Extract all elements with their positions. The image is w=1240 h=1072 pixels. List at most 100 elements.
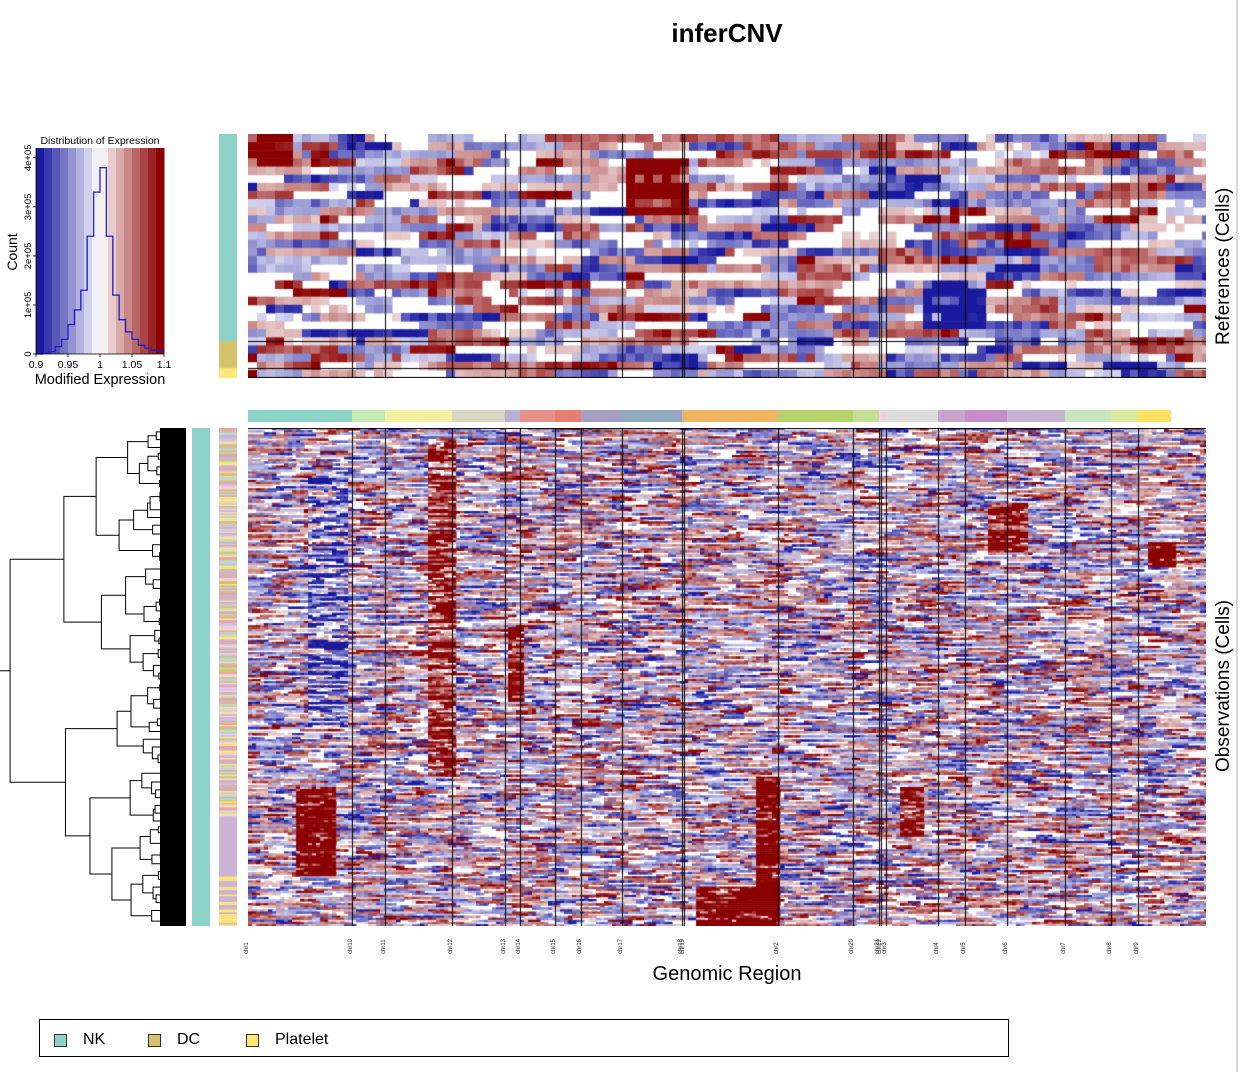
color-key-stripe bbox=[124, 148, 133, 354]
legend: NK DC Platelet bbox=[39, 1019, 1009, 1057]
y-tick-label: 4e+05 bbox=[23, 144, 34, 171]
legend-label-dc: DC bbox=[177, 1031, 201, 1048]
chromosome-color-chr17 bbox=[622, 410, 682, 422]
color-key-stripe bbox=[52, 148, 61, 354]
x-tick-label: 1.1 bbox=[157, 359, 172, 371]
color-key-ylabel: Count bbox=[4, 233, 20, 270]
chromosome-color-chr11 bbox=[385, 410, 452, 422]
chromosome-label-chr16: chr16 bbox=[577, 938, 583, 954]
legend-item-nk: NK bbox=[54, 1031, 105, 1049]
x-tick-label: 1 bbox=[97, 359, 103, 371]
x-axis-label: Genomic Region bbox=[652, 963, 802, 985]
x-tick-label: 0.95 bbox=[58, 359, 79, 371]
y-tick-label: 0 bbox=[23, 351, 34, 356]
chromosome-color-chr22 bbox=[881, 410, 886, 422]
dendrogram-leaves bbox=[160, 428, 186, 926]
x-tick-label: 1.05 bbox=[122, 359, 143, 371]
legend-label-platelet: Platelet bbox=[275, 1031, 329, 1048]
legend-swatch-dc bbox=[148, 1033, 161, 1047]
chromosome-label-chr3: chr3 bbox=[882, 942, 888, 954]
chromosome-color-chr21 bbox=[879, 410, 881, 422]
references-label: References (Cells) bbox=[1213, 187, 1234, 345]
y-tick-label: 3e+05 bbox=[23, 194, 34, 221]
dendrogram-branches bbox=[9, 429, 186, 925]
chromosome-color-chr5 bbox=[965, 410, 1007, 422]
color-key-stripe bbox=[156, 148, 165, 354]
chromosome-color-chr12 bbox=[452, 410, 505, 422]
color-key-stripe bbox=[76, 148, 85, 354]
histogram-line bbox=[36, 166, 165, 355]
observations-heatmap-canvas bbox=[248, 428, 1206, 926]
chromosome-label-chr13: chr13 bbox=[501, 938, 507, 954]
chromosome-label-chr14: chr14 bbox=[516, 938, 522, 954]
chromosome-color-chr14 bbox=[520, 410, 555, 422]
observations-subcluster-bar bbox=[219, 428, 237, 926]
references-heatmap-canvas bbox=[248, 134, 1206, 378]
chromosome-label-chr20: chr20 bbox=[849, 938, 855, 954]
chromosome-color-bar bbox=[248, 409, 1206, 422]
color-key-stripe bbox=[36, 148, 45, 354]
y-tick-label: 2e+05 bbox=[23, 243, 34, 270]
observations-label: Observations (Cells) bbox=[1213, 599, 1234, 772]
chromosome-label-chr8: chr8 bbox=[1107, 942, 1113, 954]
references-heatmap bbox=[248, 134, 1206, 378]
chromosome-label-chr10: chr10 bbox=[348, 938, 354, 954]
chromosome-label-chr19: chr19 bbox=[680, 938, 686, 954]
chromosome-color-chr9 bbox=[1138, 410, 1171, 422]
color-key-stripe bbox=[84, 148, 93, 354]
color-key-stripe bbox=[44, 148, 53, 354]
chromosome-color-chr16 bbox=[581, 410, 622, 422]
chromosome-color-chr3 bbox=[886, 410, 938, 422]
x-tick-label: 0.9 bbox=[29, 359, 44, 371]
color-key-plot: Distribution of Expression 0.9 0.95 1 1.05 1.… bbox=[4, 135, 172, 388]
observations-heatmap bbox=[248, 428, 1206, 926]
chromosome-label-chr2: chr2 bbox=[774, 942, 780, 954]
chromosome-label-chr6: chr6 bbox=[1003, 942, 1009, 954]
chromosome-labels: chr1 chr10 chr11 chr12 chr13 chr14 chr15 chr16 c… bbox=[244, 932, 1206, 962]
chromosome-color-chr8 bbox=[1111, 410, 1138, 422]
chromosome-color-chr1 bbox=[248, 410, 352, 422]
chromosome-label-chr1: chr1 bbox=[244, 942, 250, 954]
color-key-title: Distribution of Expression bbox=[40, 135, 159, 147]
observations-group-bar bbox=[192, 428, 210, 926]
chromosome-label-chr7: chr7 bbox=[1061, 942, 1067, 954]
observations-subcluster-colors bbox=[219, 428, 237, 926]
chromosome-color-chr20 bbox=[853, 410, 879, 422]
chromosome-color-chr13 bbox=[505, 410, 520, 422]
chromosome-label-chr11: chr11 bbox=[381, 939, 387, 954]
chromosome-color-chr18 bbox=[682, 410, 684, 422]
chromosome-color-chr4 bbox=[938, 410, 965, 422]
chromosome-label-chr17: chr17 bbox=[618, 938, 624, 954]
legend-label-nk: NK bbox=[83, 1031, 106, 1048]
chromosome-label-chr4: chr4 bbox=[934, 942, 940, 954]
references-group-colors bbox=[219, 134, 237, 378]
observations-group-colors bbox=[192, 428, 210, 926]
color-key-stripe bbox=[68, 148, 77, 354]
references-annotation-bar bbox=[219, 134, 237, 378]
color-key-stripe bbox=[92, 148, 101, 354]
chromosome-color-chr15 bbox=[555, 410, 581, 422]
color-key-stripe bbox=[100, 148, 109, 354]
y-tick-label: 1e+05 bbox=[23, 292, 34, 319]
color-key-stripe bbox=[132, 148, 141, 354]
chromosome-label-chr5: chr5 bbox=[961, 942, 967, 954]
legend-swatch-nk bbox=[54, 1033, 67, 1047]
color-key-stripe bbox=[116, 148, 125, 354]
chromosome-color-chr2 bbox=[778, 410, 853, 422]
chromosome-color-chr7 bbox=[1065, 410, 1111, 422]
color-key-stripe bbox=[140, 148, 149, 354]
color-key-stripe bbox=[148, 148, 157, 354]
legend-swatch-platelet bbox=[246, 1033, 259, 1047]
chromosome-label-chr9: chr9 bbox=[1134, 942, 1140, 954]
color-key-xlabel: Modified Expression bbox=[35, 372, 166, 388]
chromosome-color-chr19 bbox=[684, 410, 778, 422]
chromosome-color-chr6 bbox=[1007, 410, 1065, 422]
chromosome-label-chr15: chr15 bbox=[551, 938, 557, 954]
observation-dendrogram bbox=[0, 428, 186, 926]
chromosome-color-chr10 bbox=[352, 410, 385, 422]
page-title: inferCNV bbox=[671, 18, 783, 48]
page-edge bbox=[1236, 0, 1238, 1072]
color-key-stripe bbox=[60, 148, 69, 354]
legend-item-dc: DC bbox=[148, 1031, 200, 1049]
legend-item-platelet: Platelet bbox=[246, 1031, 328, 1049]
